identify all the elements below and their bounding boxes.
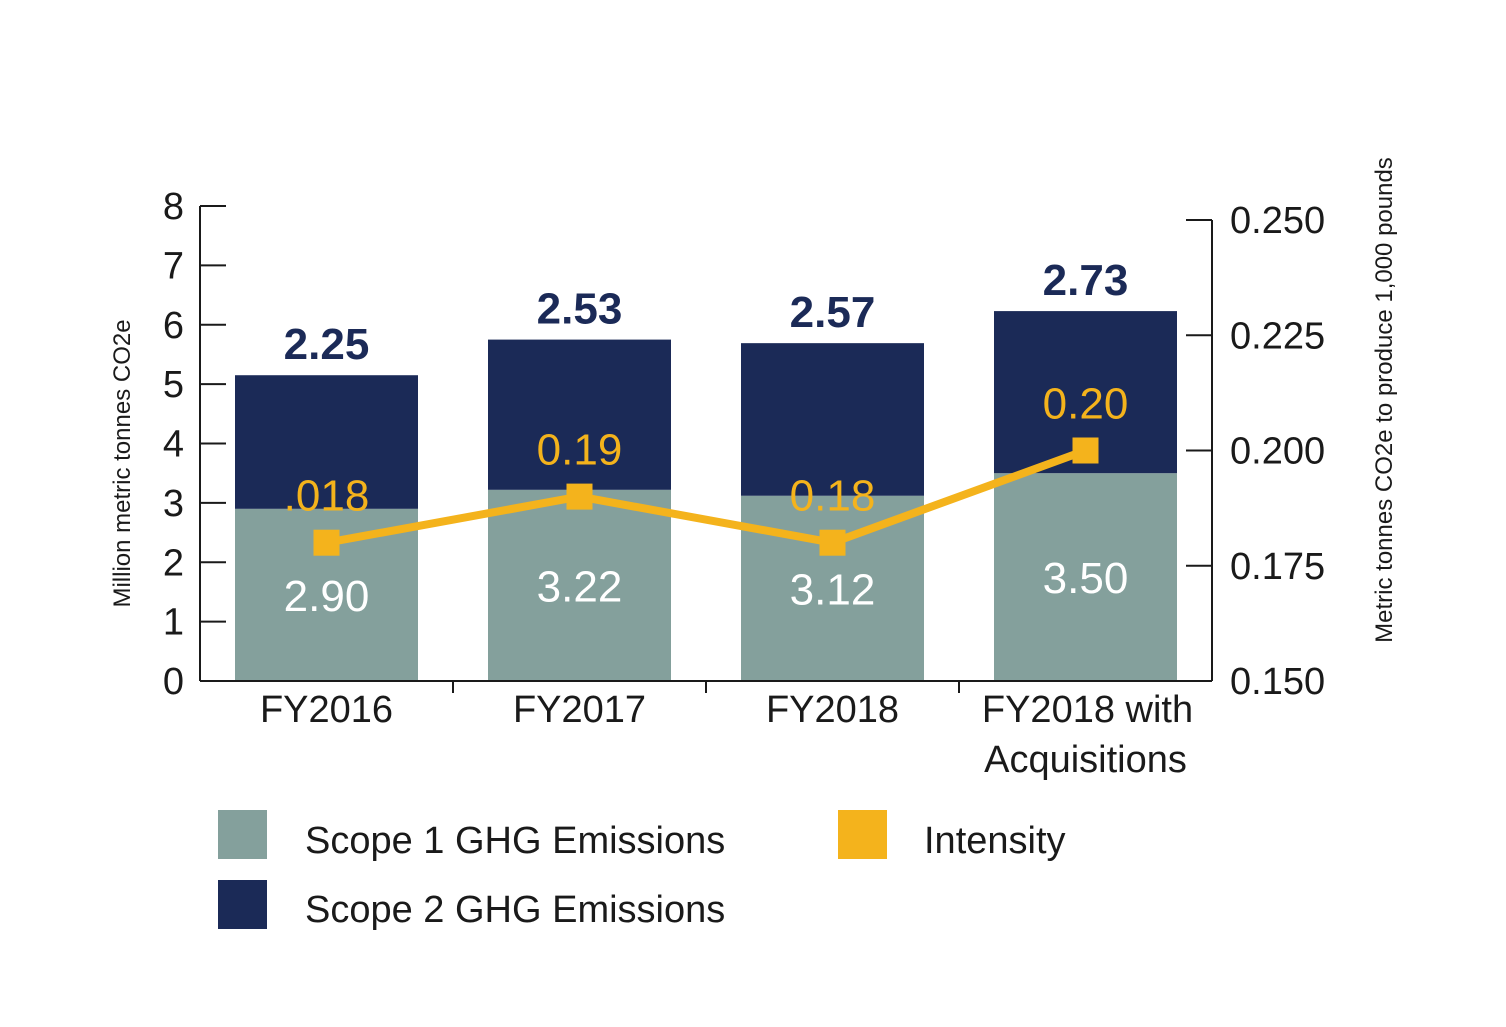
x-category-label: FY2016 <box>260 689 393 731</box>
scope1-bar <box>488 489 671 681</box>
x-category-label: FY2018 <box>766 689 899 731</box>
scope2-bar <box>741 343 924 496</box>
left-axis-title: Million metric tonnes CO2e <box>109 319 136 607</box>
legend-label-scope1: Scope 1 GHG Emissions <box>305 820 725 862</box>
left-tick-label: 7 <box>163 245 184 287</box>
left-tick-label: 2 <box>163 542 184 584</box>
right-tick-label: 0.250 <box>1230 200 1325 242</box>
scope1-bar <box>994 473 1177 681</box>
scope2-value-label: 2.57 <box>790 288 876 337</box>
x-category-label: FY2018 with <box>982 689 1193 731</box>
intensity-value-label: .018 <box>284 472 370 521</box>
left-tick-label: 4 <box>163 424 184 466</box>
right-axis-title: Metric tonnes CO2e to produce 1,000 poun… <box>1371 157 1398 643</box>
left-tick-label: 6 <box>163 305 184 347</box>
left-tick-label: 1 <box>163 602 184 644</box>
x-category-label: Acquisitions <box>984 739 1187 781</box>
intensity-value-label: 0.19 <box>537 426 623 475</box>
scope1-bar <box>741 495 924 681</box>
right-tick-label: 0.150 <box>1230 661 1325 703</box>
right-tick-label: 0.225 <box>1230 315 1325 357</box>
x-category-label: FY2017 <box>513 689 646 731</box>
scope1-value-label: 3.50 <box>1043 554 1129 603</box>
intensity-marker <box>1072 437 1099 464</box>
scope2-value-label: 2.25 <box>284 320 370 369</box>
intensity-marker <box>566 483 593 510</box>
scope2-value-label: 2.73 <box>1043 256 1129 305</box>
intensity-marker <box>313 529 340 556</box>
intensity-value-label: 0.20 <box>1043 380 1129 429</box>
legend-swatch-intensity <box>838 810 887 859</box>
intensity-line <box>325 446 1087 547</box>
intensity-value-label: 0.18 <box>790 472 876 521</box>
legend-label-intensity: Intensity <box>924 820 1066 862</box>
left-tick-label: 8 <box>163 186 184 228</box>
scope1-value-label: 3.12 <box>790 565 876 614</box>
scope2-bar <box>488 339 671 490</box>
legend-swatch-scope2 <box>218 880 267 929</box>
right-tick-label: 0.200 <box>1230 431 1325 473</box>
right-tick-label: 0.175 <box>1230 546 1325 588</box>
scope1-value-label: 3.22 <box>537 562 623 611</box>
legend-label-scope2: Scope 2 GHG Emissions <box>305 889 725 931</box>
intensity-marker <box>819 529 846 556</box>
left-tick-label: 0 <box>163 661 184 703</box>
legend-swatch-scope1 <box>218 810 267 859</box>
scope2-bar <box>235 375 418 509</box>
left-tick-label: 5 <box>163 364 184 406</box>
left-tick-label: 3 <box>163 483 184 525</box>
scope2-value-label: 2.53 <box>537 285 623 334</box>
scope1-value-label: 2.90 <box>284 572 370 621</box>
